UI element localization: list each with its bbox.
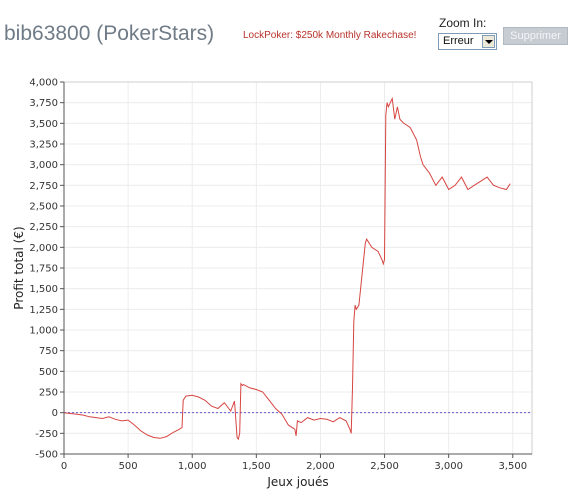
x-tick-label: 500 [119,461,138,472]
y-tick-label: 2,750 [29,181,58,192]
y-tick-label: -250 [35,429,58,440]
zoom-select-value: Erreur [443,35,474,47]
y-tick-label: 3,000 [29,160,58,171]
y-tick-label: 2,500 [29,202,58,213]
y-tick-label: 1,500 [29,284,58,295]
y-tick-label: 1,250 [29,305,58,316]
y-tick-label: 250 [39,388,58,399]
profit-series-line [63,96,511,441]
axes [60,81,532,458]
x-tick-label: 0 [61,461,67,472]
y-tick-label: 3,250 [29,140,58,151]
page-title: bib63800 (PokerStars) [4,22,215,45]
y-tick-label: 3,500 [29,119,58,130]
zoom-label: Zoom In: [439,16,487,30]
y-tick-label: -500 [35,450,58,461]
y-tick-label: 2,000 [29,243,58,254]
y-tick-label: 1,000 [29,326,58,337]
y-tick-label: 2,250 [29,222,58,233]
chevron-down-icon[interactable] [482,35,495,48]
tick-labels: -500 -250 0 250 500 750 1,000 1,250 1,500 1,750 2,… [29,78,527,473]
x-tick-label: 2,000 [306,461,335,472]
x-tick-label: 2,500 [370,461,399,472]
y-tick-label: 1,750 [29,264,58,275]
y-tick-label: 500 [39,367,58,378]
x-tick-label: 3,500 [498,461,527,472]
y-axis-label: Profit total (€) [12,226,26,309]
y-tick-label: 3,750 [29,98,58,109]
delete-button[interactable]: Supprimer [503,27,568,45]
y-tick-label: 750 [39,346,58,357]
y-tick-label: 4,000 [29,78,58,89]
x-tick-label: 3,000 [434,461,463,472]
x-tick-label: 1,000 [178,461,207,472]
gridlines [63,81,532,455]
x-axis-label: Jeux joués [266,475,328,489]
y-tick-label: 0 [52,408,58,419]
x-tick-label: 1,500 [242,461,271,472]
promo-link[interactable]: LockPoker: $250k Monthly Rakechase! [243,30,417,41]
zoom-select[interactable]: Erreur [438,33,497,50]
